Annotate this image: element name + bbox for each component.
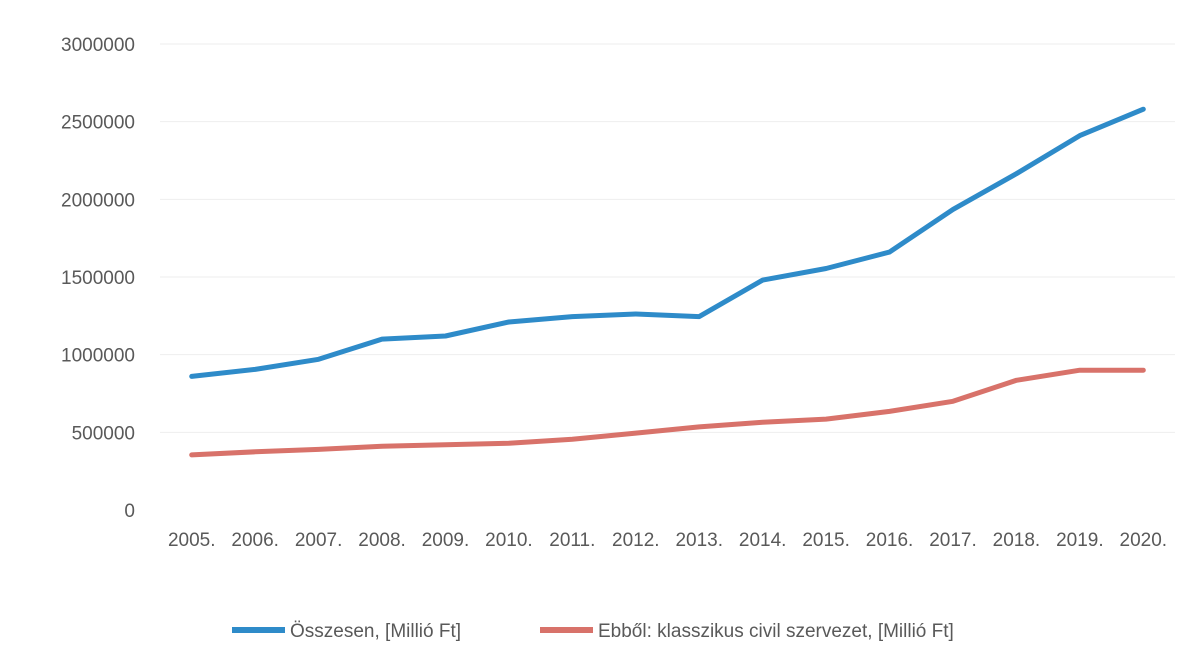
y-tick-label: 3000000 bbox=[61, 35, 135, 56]
x-tick-label: 2006. bbox=[231, 530, 279, 551]
x-tick-label: 2007. bbox=[295, 530, 343, 551]
x-tick-label: 2019. bbox=[1056, 530, 1104, 551]
x-tick-label: 2020. bbox=[1120, 530, 1168, 551]
x-tick-label: 2005. bbox=[168, 530, 216, 551]
y-axis-tick-labels: 0 500000 1000000 1500000 2000000 2500000 30000… bbox=[61, 35, 135, 522]
x-tick-label: 2017. bbox=[929, 530, 977, 551]
x-tick-label: 2016. bbox=[866, 530, 914, 551]
x-tick-label: 2008. bbox=[358, 530, 406, 551]
x-tick-label: 2010. bbox=[485, 530, 533, 551]
x-axis-tick-labels: 2005. 2006. 2007. 2008. 2009. 2010. 2011. 2012.… bbox=[168, 530, 1167, 551]
x-tick-label: 2012. bbox=[612, 530, 660, 551]
legend: Összesen, [Millió Ft] Ebből: klasszikus … bbox=[232, 621, 954, 642]
legend-label-osszesen: Összesen, [Millió Ft] bbox=[290, 621, 461, 642]
y-tick-label: 500000 bbox=[72, 423, 135, 444]
series-line-1 bbox=[189, 367, 1146, 458]
y-tick-label: 0 bbox=[124, 501, 135, 522]
y-tick-label: 1000000 bbox=[61, 346, 135, 367]
gridlines bbox=[160, 43, 1175, 433]
x-tick-label: 2018. bbox=[993, 530, 1041, 551]
y-tick-label: 1500000 bbox=[61, 268, 135, 289]
x-tick-label: 2015. bbox=[802, 530, 850, 551]
y-tick-label: 2500000 bbox=[61, 113, 135, 134]
x-tick-label: 2011. bbox=[549, 530, 595, 551]
legend-label-ebbol-civil: Ebből: klasszikus civil szervezet, [Mill… bbox=[598, 621, 954, 642]
x-tick-label: 2013. bbox=[675, 530, 723, 551]
x-tick-label: 2009. bbox=[422, 530, 470, 551]
series-lines bbox=[189, 106, 1146, 458]
series-line-0 bbox=[189, 106, 1146, 379]
y-tick-label: 2000000 bbox=[61, 190, 135, 211]
x-tick-label: 2014. bbox=[739, 530, 787, 551]
